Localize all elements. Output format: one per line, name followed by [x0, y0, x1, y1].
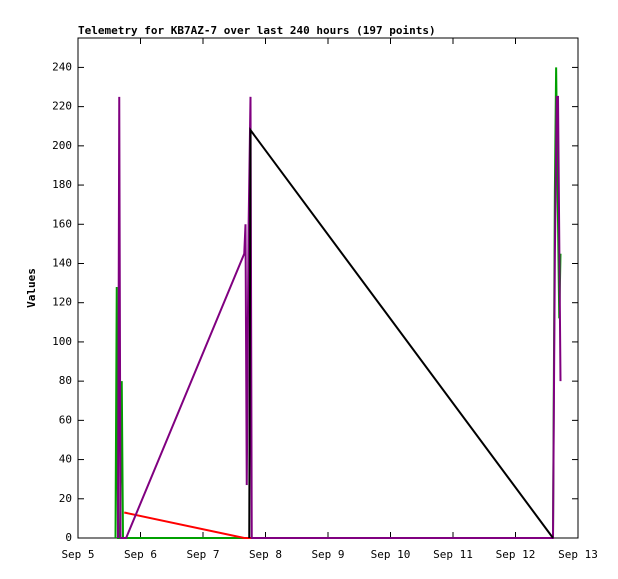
- x-tick-label: Sep 11: [433, 548, 473, 561]
- y-tick-label: 120: [52, 296, 72, 309]
- series-line: [248, 127, 554, 539]
- x-tick-label: Sep 5: [61, 548, 94, 561]
- x-tick-label: Sep 13: [558, 548, 598, 561]
- x-tick-label: Sep 9: [311, 548, 344, 561]
- y-tick-label: 20: [59, 492, 72, 505]
- x-tick-label: Sep 7: [186, 548, 219, 561]
- x-tick-label: Sep 8: [249, 548, 282, 561]
- series-line: [124, 511, 553, 539]
- y-tick-label: 100: [52, 335, 72, 348]
- x-tick-label: Sep 10: [371, 548, 411, 561]
- x-tick-label: Sep 12: [496, 548, 536, 561]
- y-tick-label: 60: [59, 413, 72, 426]
- x-tick-label: Sep 6: [124, 548, 157, 561]
- y-tick-label: 0: [65, 531, 72, 544]
- y-tick-label: 140: [52, 256, 72, 269]
- y-tick-label: 200: [52, 139, 72, 152]
- y-tick-label: 160: [52, 217, 72, 230]
- chart-title: Telemetry for KB7AZ-7 over last 240 hour…: [78, 24, 436, 37]
- series-line: [114, 67, 562, 539]
- y-tick-label: 80: [59, 374, 72, 387]
- y-tick-label: 40: [59, 453, 72, 466]
- y-tick-label: 220: [52, 100, 72, 113]
- series-line: [117, 95, 562, 539]
- y-tick-label: 240: [52, 60, 72, 73]
- y-tick-label: 180: [52, 178, 72, 191]
- y-axis-label: Values: [25, 268, 38, 308]
- plot-frame: [77, 37, 579, 539]
